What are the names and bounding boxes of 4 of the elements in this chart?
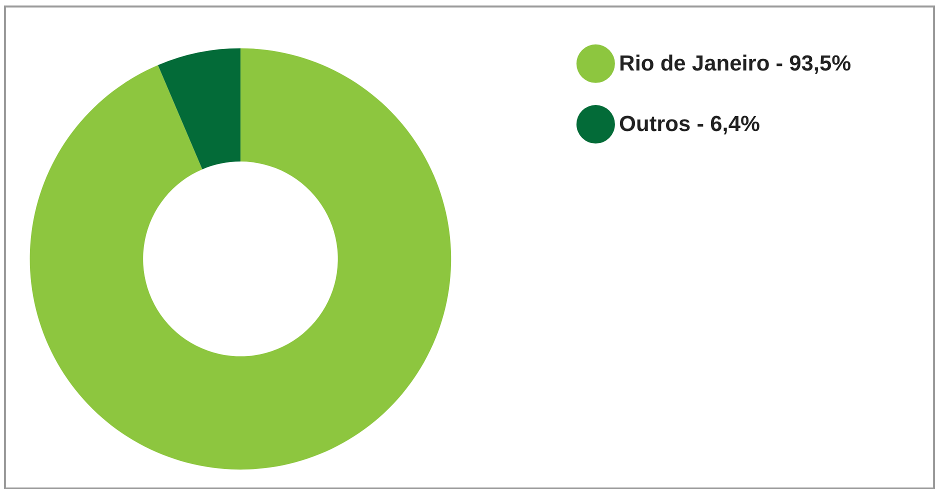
donut-slice [30, 48, 451, 470]
legend-label: Outros - 6,4% [619, 111, 760, 136]
legend-label: Rio de Janeiro - 93,5% [619, 50, 852, 76]
donut-slice [158, 48, 240, 170]
